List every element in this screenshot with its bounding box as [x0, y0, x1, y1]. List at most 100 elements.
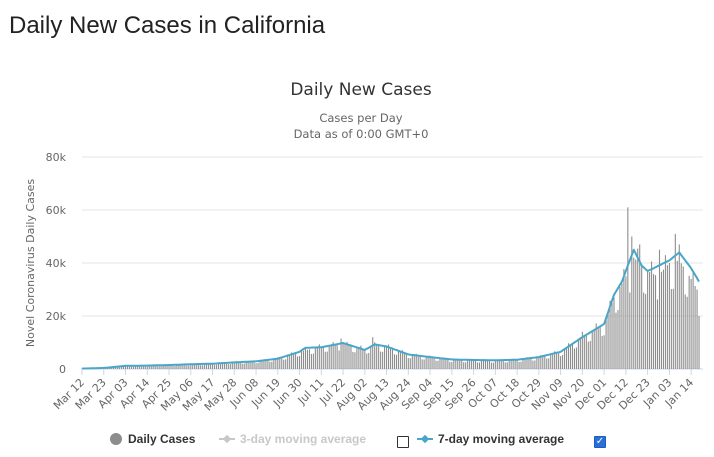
bar-daily-cases: [211, 363, 214, 369]
bar-daily-cases: [435, 360, 437, 369]
bar-daily-cases: [534, 360, 536, 369]
y-tick-label: 60k: [46, 204, 67, 217]
bar-daily-cases: [595, 323, 597, 369]
bar-daily-cases: [227, 364, 229, 369]
bar-daily-cases: [356, 347, 358, 369]
bar-daily-cases: [263, 359, 265, 369]
bar-daily-cases: [352, 351, 354, 369]
bar-daily-cases: [342, 343, 344, 369]
bar-daily-cases: [670, 289, 672, 369]
legend-item-three-day-average[interactable]: 3-day moving average: [219, 432, 366, 446]
bar-daily-cases: [277, 357, 279, 369]
bar-daily-cases: [194, 363, 196, 369]
daily-cases-chart: Daily New Cases Cases per Day Data as of…: [24, 80, 703, 414]
bar-daily-cases: [473, 360, 475, 369]
bar-daily-cases: [368, 352, 370, 369]
bar-daily-cases: [146, 366, 148, 369]
bar-daily-cases: [552, 353, 554, 369]
bar-daily-cases: [542, 356, 544, 369]
bar-daily-cases: [647, 270, 649, 369]
bar-daily-cases: [389, 347, 392, 369]
bar-daily-cases: [439, 358, 441, 369]
bar-daily-cases: [172, 365, 174, 369]
bar-daily-cases: [354, 352, 356, 369]
bar-daily-cases: [508, 360, 510, 369]
bar-daily-cases: [176, 364, 178, 369]
bar-daily-cases: [295, 352, 297, 369]
bar-daily-cases: [457, 358, 459, 369]
bar-daily-cases: [682, 266, 684, 369]
bar-daily-cases: [411, 354, 413, 369]
bar-daily-cases: [471, 359, 473, 369]
bar-daily-cases: [589, 340, 591, 369]
bar-daily-cases: [221, 362, 223, 369]
bar-daily-cases: [273, 358, 275, 369]
bar-daily-cases: [510, 359, 512, 369]
bar-daily-cases: [219, 363, 221, 369]
bar-daily-cases: [243, 363, 245, 369]
bar-daily-cases: [198, 364, 200, 369]
bar-daily-cases: [360, 345, 362, 369]
bar-daily-cases: [686, 296, 688, 369]
bar-daily-cases: [162, 365, 164, 369]
bar-daily-cases: [500, 360, 502, 369]
bar-daily-cases: [550, 354, 552, 369]
bar-daily-cases: [188, 365, 190, 369]
bar-daily-cases: [380, 351, 382, 369]
bar-daily-cases: [696, 289, 698, 369]
bar-daily-cases: [180, 364, 182, 369]
bar-daily-cases: [641, 265, 643, 369]
bar-daily-cases: [382, 351, 384, 369]
bar-daily-cases: [192, 364, 194, 369]
bar-daily-cases: [567, 343, 570, 369]
bar-daily-cases: [482, 360, 485, 369]
seven-day-average-checkbox[interactable]: ✓: [594, 436, 606, 448]
bar-daily-cases: [674, 233, 676, 369]
bar-daily-cases: [609, 300, 611, 369]
bar-daily-cases: [540, 355, 542, 369]
bar-daily-cases: [577, 338, 579, 369]
bar-daily-cases: [312, 353, 314, 369]
bar-daily-cases: [668, 263, 670, 369]
bar-daily-cases: [625, 276, 627, 369]
bar-daily-cases: [419, 355, 421, 369]
bar-daily-cases: [660, 271, 663, 369]
bar-daily-cases: [662, 269, 664, 369]
bar-daily-cases: [520, 361, 522, 369]
bar-daily-cases: [217, 363, 220, 369]
bar-daily-cases: [597, 327, 599, 369]
bar-daily-cases: [573, 348, 575, 369]
bar-daily-cases: [299, 356, 301, 369]
bar-daily-cases: [556, 352, 558, 369]
bar-daily-cases: [409, 358, 411, 369]
bar-daily-cases: [504, 362, 506, 369]
bar-daily-cases: [122, 366, 125, 369]
bar-daily-cases: [403, 352, 405, 369]
bar-daily-cases: [656, 299, 659, 369]
bar-daily-cases: [433, 357, 435, 369]
bar-daily-cases: [571, 343, 574, 369]
bar-daily-cases: [237, 361, 239, 369]
bar-daily-cases: [546, 358, 548, 369]
bar-daily-cases: [362, 348, 364, 369]
bar-daily-cases: [261, 360, 263, 369]
legend-item-daily-cases[interactable]: Daily Cases: [110, 432, 195, 446]
page-title: Daily New Cases in California: [9, 12, 326, 39]
legend-item-seven-day-average[interactable]: 7-day moving average: [417, 432, 564, 446]
bar-daily-cases: [680, 263, 682, 369]
bar-daily-cases: [437, 360, 439, 369]
bar-daily-cases: [514, 359, 516, 369]
bar-daily-cases: [522, 359, 524, 369]
bar-daily-cases: [544, 355, 546, 369]
bar-daily-cases: [587, 341, 589, 369]
bar-daily-cases: [283, 359, 285, 369]
bar-daily-cases: [245, 361, 247, 369]
bar-daily-cases: [401, 350, 403, 369]
bar-daily-cases: [676, 260, 678, 369]
bar-daily-cases: [492, 362, 494, 369]
three-day-average-checkbox[interactable]: [397, 436, 409, 448]
bar-daily-cases: [417, 355, 419, 369]
bar-daily-cases: [388, 344, 390, 369]
bar-daily-cases: [128, 365, 131, 369]
